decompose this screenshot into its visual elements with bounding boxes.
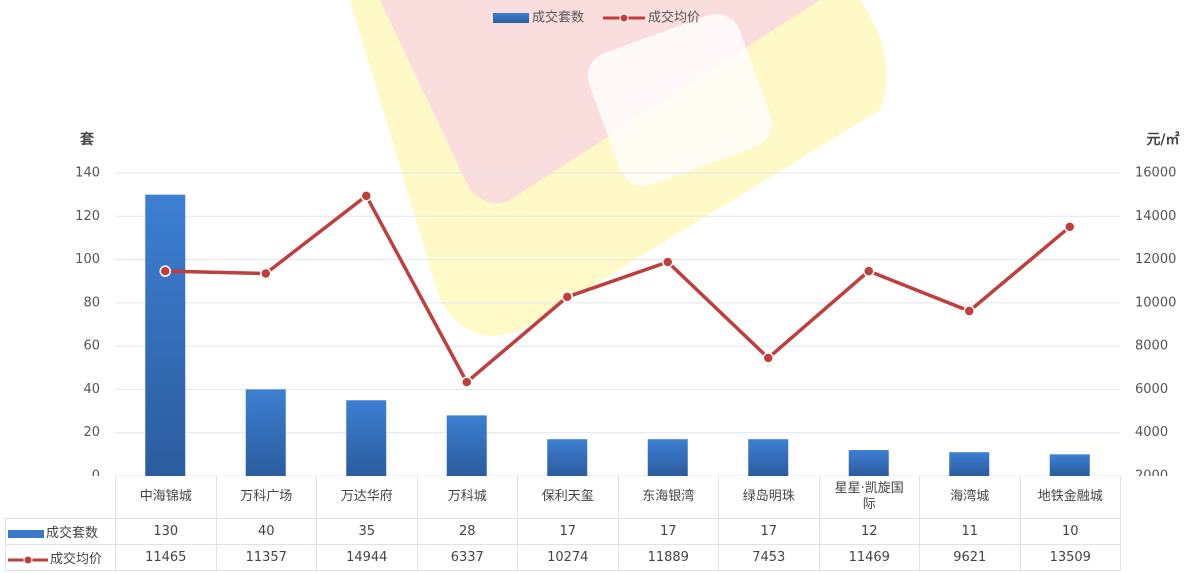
bar [1049,454,1090,476]
line-marker [360,190,372,202]
y2-tick-label: 2000 [1135,469,1168,477]
x-tick-label: 东海银湾 [617,476,719,519]
x-tick-label: 保利天玺 [517,476,619,519]
table-cell: 10 [1019,518,1121,545]
line-marker [762,352,774,364]
bar [748,439,789,476]
table-cell: 40 [215,518,317,545]
y-tick-label: 140 [75,166,100,181]
x-tick-label: 海湾城 [919,476,1021,519]
x-tick-label: 中海锦城 [115,476,217,519]
table-cell: 7453 [718,544,820,571]
line-marker [159,265,171,277]
x-tick-label: 绿岛明珠 [718,476,820,519]
line-marker [863,265,875,277]
table-cell: 11357 [215,544,317,571]
legend-swatch [619,13,629,23]
line-marker [963,305,975,317]
bar [547,439,588,476]
table-cell: 11 [919,518,1021,545]
table-cell: 10274 [517,544,619,571]
table-cell: 14944 [316,544,418,571]
bar [346,400,387,476]
x-tick-label: 万科广场 [215,476,317,519]
table-cell: 12 [818,518,920,545]
y2-tick-label: 8000 [1135,339,1168,354]
y-tick-label: 100 [75,252,100,267]
legend-swatch [493,13,529,23]
legend-label: 成交均价 [648,10,700,26]
y2-tick-label: 10000 [1135,295,1176,310]
table-cell: 13509 [1019,544,1121,571]
line-marker [461,376,473,388]
table-cell: 130 [115,518,217,545]
y2-axis-label: 元/㎡ [1146,131,1179,148]
table-cell: 11889 [617,544,719,571]
line-marker [260,267,272,280]
y-tick-label: 80 [83,295,100,310]
bar [145,194,186,476]
x-tick-label: 星星·凯旋国际 [818,476,920,519]
y2-tick-label: 6000 [1135,382,1168,397]
table-cell: 17 [718,518,820,545]
y-tick-label: 120 [75,209,100,224]
table-cell: 9621 [919,544,1021,571]
table-row-label: 成交均价 [50,552,103,567]
bar [848,450,889,476]
y2-tick-label: 12000 [1135,252,1176,267]
bar [446,415,487,476]
bar [245,389,286,476]
line-marker [662,256,674,268]
watermark [350,0,887,336]
table-cell: 28 [416,518,518,545]
table-cell: 6337 [416,544,518,571]
y2-tick-label: 4000 [1135,425,1168,440]
y-axis-label: 套 [80,131,94,148]
table-row-label: 成交套数 [46,526,99,541]
table-cell: 17 [517,518,619,545]
y-tick-label: 20 [83,425,100,440]
line [165,193,1071,385]
x-tick-label: 万达华府 [316,476,418,519]
bar [949,452,990,476]
line-marker [561,291,573,303]
legend-label: 成交套数 [532,10,584,26]
chart: 套 元/㎡ 成交套数 成交均价 0 20 40 60 80 100 120 140 2000 40… [75,0,1180,477]
y-tick-label: 60 [83,339,100,354]
bar [647,439,688,476]
x-tick-label: 万科城 [416,476,518,519]
y-tick-label: 0 [92,469,100,477]
y-tick-label: 40 [83,382,100,397]
table-cell: 11465 [115,544,217,571]
y2-tick-label: 16000 [1135,166,1176,181]
table-cell: 11469 [818,544,920,571]
y2-tick-label: 14000 [1135,209,1176,224]
data-table: 中海锦城 万科广场 万达华府 万科城 保利天玺 东海银湾 绿岛明珠 星星·凯旋国际 海湾城 地铁金… [5,476,1121,571]
line-marker [1064,221,1076,233]
table-cell: 35 [316,518,418,545]
table-cell: 17 [617,518,719,545]
x-tick-label: 地铁金融城 [1019,476,1121,519]
